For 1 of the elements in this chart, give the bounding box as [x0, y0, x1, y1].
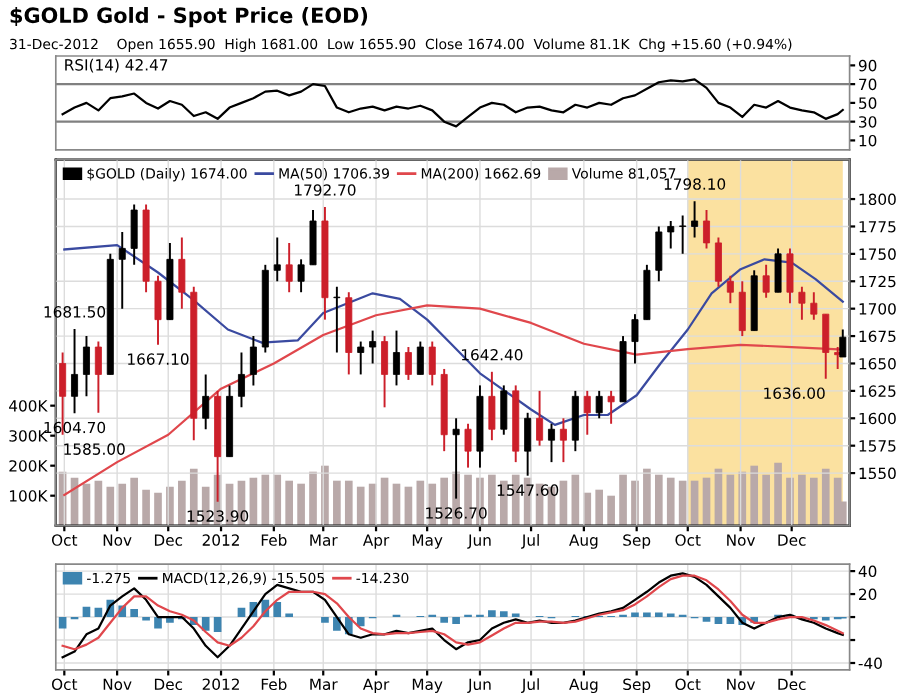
chart-title: $GOLD Gold - Spot Price (EOD): [10, 7, 368, 28]
